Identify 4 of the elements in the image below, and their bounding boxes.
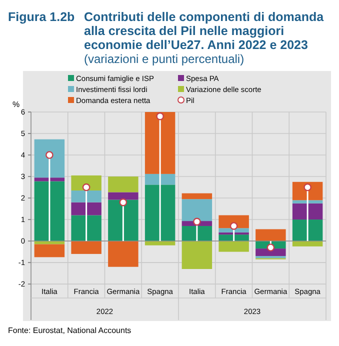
chart-title: Figura 1.2b Contributi delle componenti di domanda alla crescita del Pil nelle maggiori economie dell’Ue27. Anni 2022 e 2023: [8, 10, 325, 52]
y-axis-title: %: [12, 100, 20, 109]
chart-subtitle: (variazioni e punti percentuali): [84, 52, 244, 66]
source-note: Fonte: Eurostat, National Accounts: [8, 326, 132, 335]
